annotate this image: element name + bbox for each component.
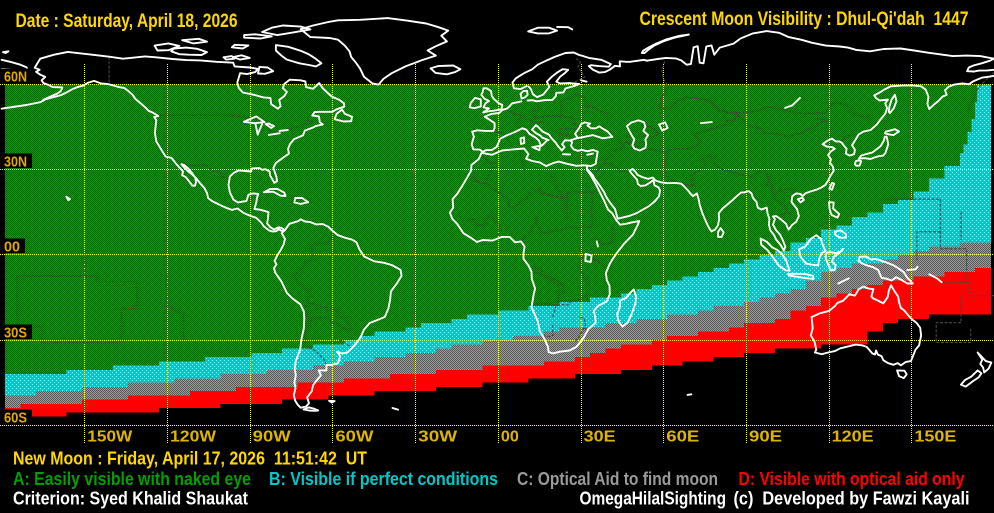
svg-text:150E: 150E	[914, 429, 956, 446]
svg-text:Crescent Moon Visibility : Dhu: Crescent Moon Visibility : Dhul-Qi'dah 1…	[640, 9, 969, 30]
svg-text:D: Visible with optical aid on: D: Visible with optical aid only	[739, 469, 965, 489]
svg-text:Date : Saturday, April 18, 202: Date : Saturday, April 18, 2026	[16, 11, 238, 32]
svg-text:A: Easily visible with naked e: A: Easily visible with naked eye	[13, 469, 251, 489]
svg-text:00: 00	[4, 239, 20, 256]
svg-text:90W: 90W	[253, 429, 292, 446]
svg-text:90E: 90E	[749, 429, 782, 446]
svg-text:30N: 30N	[4, 154, 27, 171]
svg-text:60E: 60E	[666, 429, 699, 446]
svg-text:00: 00	[501, 429, 519, 446]
svg-text:150W: 150W	[87, 429, 133, 446]
svg-text:(c) Developed by Fawzi Kayali: (c) Developed by Fawzi Kayali	[734, 489, 970, 509]
svg-text:OmegaHilalSighting: OmegaHilalSighting	[580, 489, 727, 509]
svg-text:Criterion: Syed Khalid Shaukat: Criterion: Syed Khalid Shaukat	[13, 489, 248, 509]
svg-text:120W: 120W	[170, 429, 217, 446]
svg-text:120E: 120E	[832, 429, 874, 446]
svg-text:New Moon : Friday, April 17, 2: New Moon : Friday, April 17, 2026 11:51:…	[13, 449, 367, 469]
svg-text:60N: 60N	[4, 69, 27, 86]
svg-text:30W: 30W	[418, 429, 458, 446]
svg-text:60W: 60W	[335, 429, 374, 446]
svg-text:B: Visible if perfect conditio: B: Visible if perfect conditions	[269, 469, 498, 489]
svg-text:30E: 30E	[584, 429, 616, 446]
svg-text:60S: 60S	[4, 410, 27, 427]
svg-text:C: Optical Aid to find moon: C: Optical Aid to find moon	[517, 469, 718, 489]
svg-text:30S: 30S	[4, 325, 27, 342]
